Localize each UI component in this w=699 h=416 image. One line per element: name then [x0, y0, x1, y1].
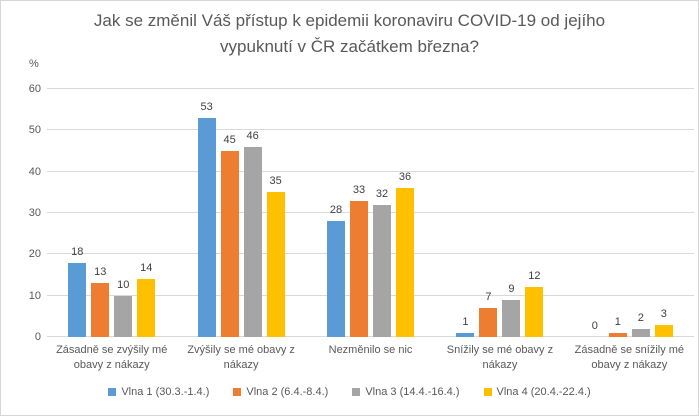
bar-value-label: 28	[329, 204, 343, 217]
bar-group: 0 1 2 3	[565, 89, 694, 337]
bar-value-label: 7	[485, 291, 492, 304]
y-tick-label: 0	[34, 331, 41, 343]
legend-label: Vlna 4 (20.4.-22.4.)	[496, 386, 591, 398]
bar-value-label: 12	[528, 270, 541, 283]
gridline	[47, 170, 694, 172]
bar-value-label: 3	[660, 307, 667, 320]
legend-label: Vlna 2 (6.4.-8.4.)	[246, 386, 329, 398]
category-label: Zvýšily se mé obavy z nákazy	[187, 344, 295, 371]
gridline	[47, 336, 694, 337]
bar: 12	[525, 270, 544, 337]
gridline	[47, 253, 694, 255]
bar-value-label: 9	[508, 282, 515, 295]
x-axis-category-labels: Zásadně se zvýšily mé obavy z nákazy Zvýš…	[47, 343, 694, 373]
y-axis-unit-label: %	[29, 58, 39, 70]
y-tick-label: 30	[28, 207, 41, 219]
bar-value-label: 10	[117, 278, 130, 291]
bar-value-label: 1	[462, 315, 469, 328]
bar: 33	[350, 184, 369, 337]
legend-swatch-icon	[233, 388, 242, 396]
category-label: Nezměnilo se nic	[328, 344, 413, 356]
chart-title: Jak se změnil Váš přístup k epidemii kor…	[93, 11, 606, 56]
bar-group: 18 13 10 14	[47, 89, 176, 337]
bar-value-label: 53	[200, 100, 213, 113]
y-axis: 0 10 20 30 40 50 60	[1, 83, 41, 343]
legend-item: Vlna 1 (30.3.-1.4.)	[108, 386, 209, 398]
bar-value-label: 18	[71, 245, 84, 258]
bar-groups: 18 13 10 14 53 45 46 35 28 33 32 36 1 7 9 12 0 1 2 3	[47, 89, 694, 337]
bar: 7	[479, 291, 498, 337]
gridline	[47, 212, 694, 213]
y-tick-label: 50	[28, 124, 41, 137]
bar-value-label: 35	[269, 175, 282, 188]
legend-label: Vlna 1 (30.3.-1.4.)	[121, 386, 210, 398]
bar: 1	[456, 316, 475, 337]
bar: 10	[114, 279, 133, 337]
bar: 46	[243, 130, 262, 337]
bar: 32	[373, 188, 392, 337]
bar: 13	[91, 266, 110, 337]
legend-swatch-icon	[483, 388, 492, 396]
bar-value-label: 0	[591, 320, 598, 332]
legend-label: Vlna 3 (14.4.-16.4.)	[365, 386, 460, 398]
bar-value-label: 13	[94, 266, 107, 279]
bar-value-label: 36	[398, 171, 412, 184]
bar-value-label: 46	[246, 129, 259, 142]
bar: 18	[68, 246, 87, 337]
y-tick-label: 20	[28, 248, 41, 261]
bar-group: 28 33 32 36	[306, 89, 435, 337]
legend-swatch-icon	[352, 388, 361, 396]
bar: 9	[502, 283, 521, 337]
bar: 28	[327, 204, 346, 337]
bar-group: 1 7 9 12	[435, 89, 564, 337]
bar-value-label: 33	[352, 183, 366, 196]
bar-group: 53 45 46 35	[176, 89, 305, 337]
bar: 45	[220, 134, 239, 337]
y-tick-label: 40	[28, 165, 41, 178]
bar-value-label: 1	[614, 315, 621, 328]
bar: 35	[266, 175, 285, 337]
legend: Vlna 1 (30.3.-1.4.) Vlna 2 (6.4.-8.4.) Vln…	[1, 386, 698, 398]
category-label: Zásadně se snížily mé obavy z nákazy	[574, 344, 685, 371]
bar: 53	[197, 101, 216, 337]
plot-area: 18 13 10 14 53 45 46 35 28 33 32 36 1 7 9 12 0 1 2 3	[47, 88, 694, 337]
gridline	[47, 129, 694, 131]
bar-value-label: 32	[375, 187, 389, 200]
bar: 2	[631, 312, 650, 337]
legend-item: Vlna 2 (6.4.-8.4.)	[233, 386, 328, 398]
gridline	[47, 294, 694, 296]
legend-swatch-icon	[108, 388, 117, 396]
bar-value-label: 14	[140, 262, 153, 275]
bar: 14	[137, 262, 156, 337]
category-label: Zásadně se zvýšily mé obavy z nákazy	[56, 344, 168, 371]
category-label: Snížily se mé obavy z nákazy	[446, 344, 554, 371]
bar: 3	[654, 308, 673, 337]
legend-item: Vlna 3 (14.4.-16.4.)	[352, 386, 460, 398]
bar: 36	[396, 171, 415, 337]
y-tick-label: 60	[28, 83, 41, 95]
bar: 1	[608, 316, 627, 337]
gridline	[47, 88, 694, 89]
legend-item: Vlna 4 (20.4.-22.4.)	[483, 386, 591, 398]
bar-value-label: 45	[223, 134, 236, 146]
y-tick-label: 10	[28, 289, 41, 302]
bar-value-label: 2	[637, 311, 644, 324]
